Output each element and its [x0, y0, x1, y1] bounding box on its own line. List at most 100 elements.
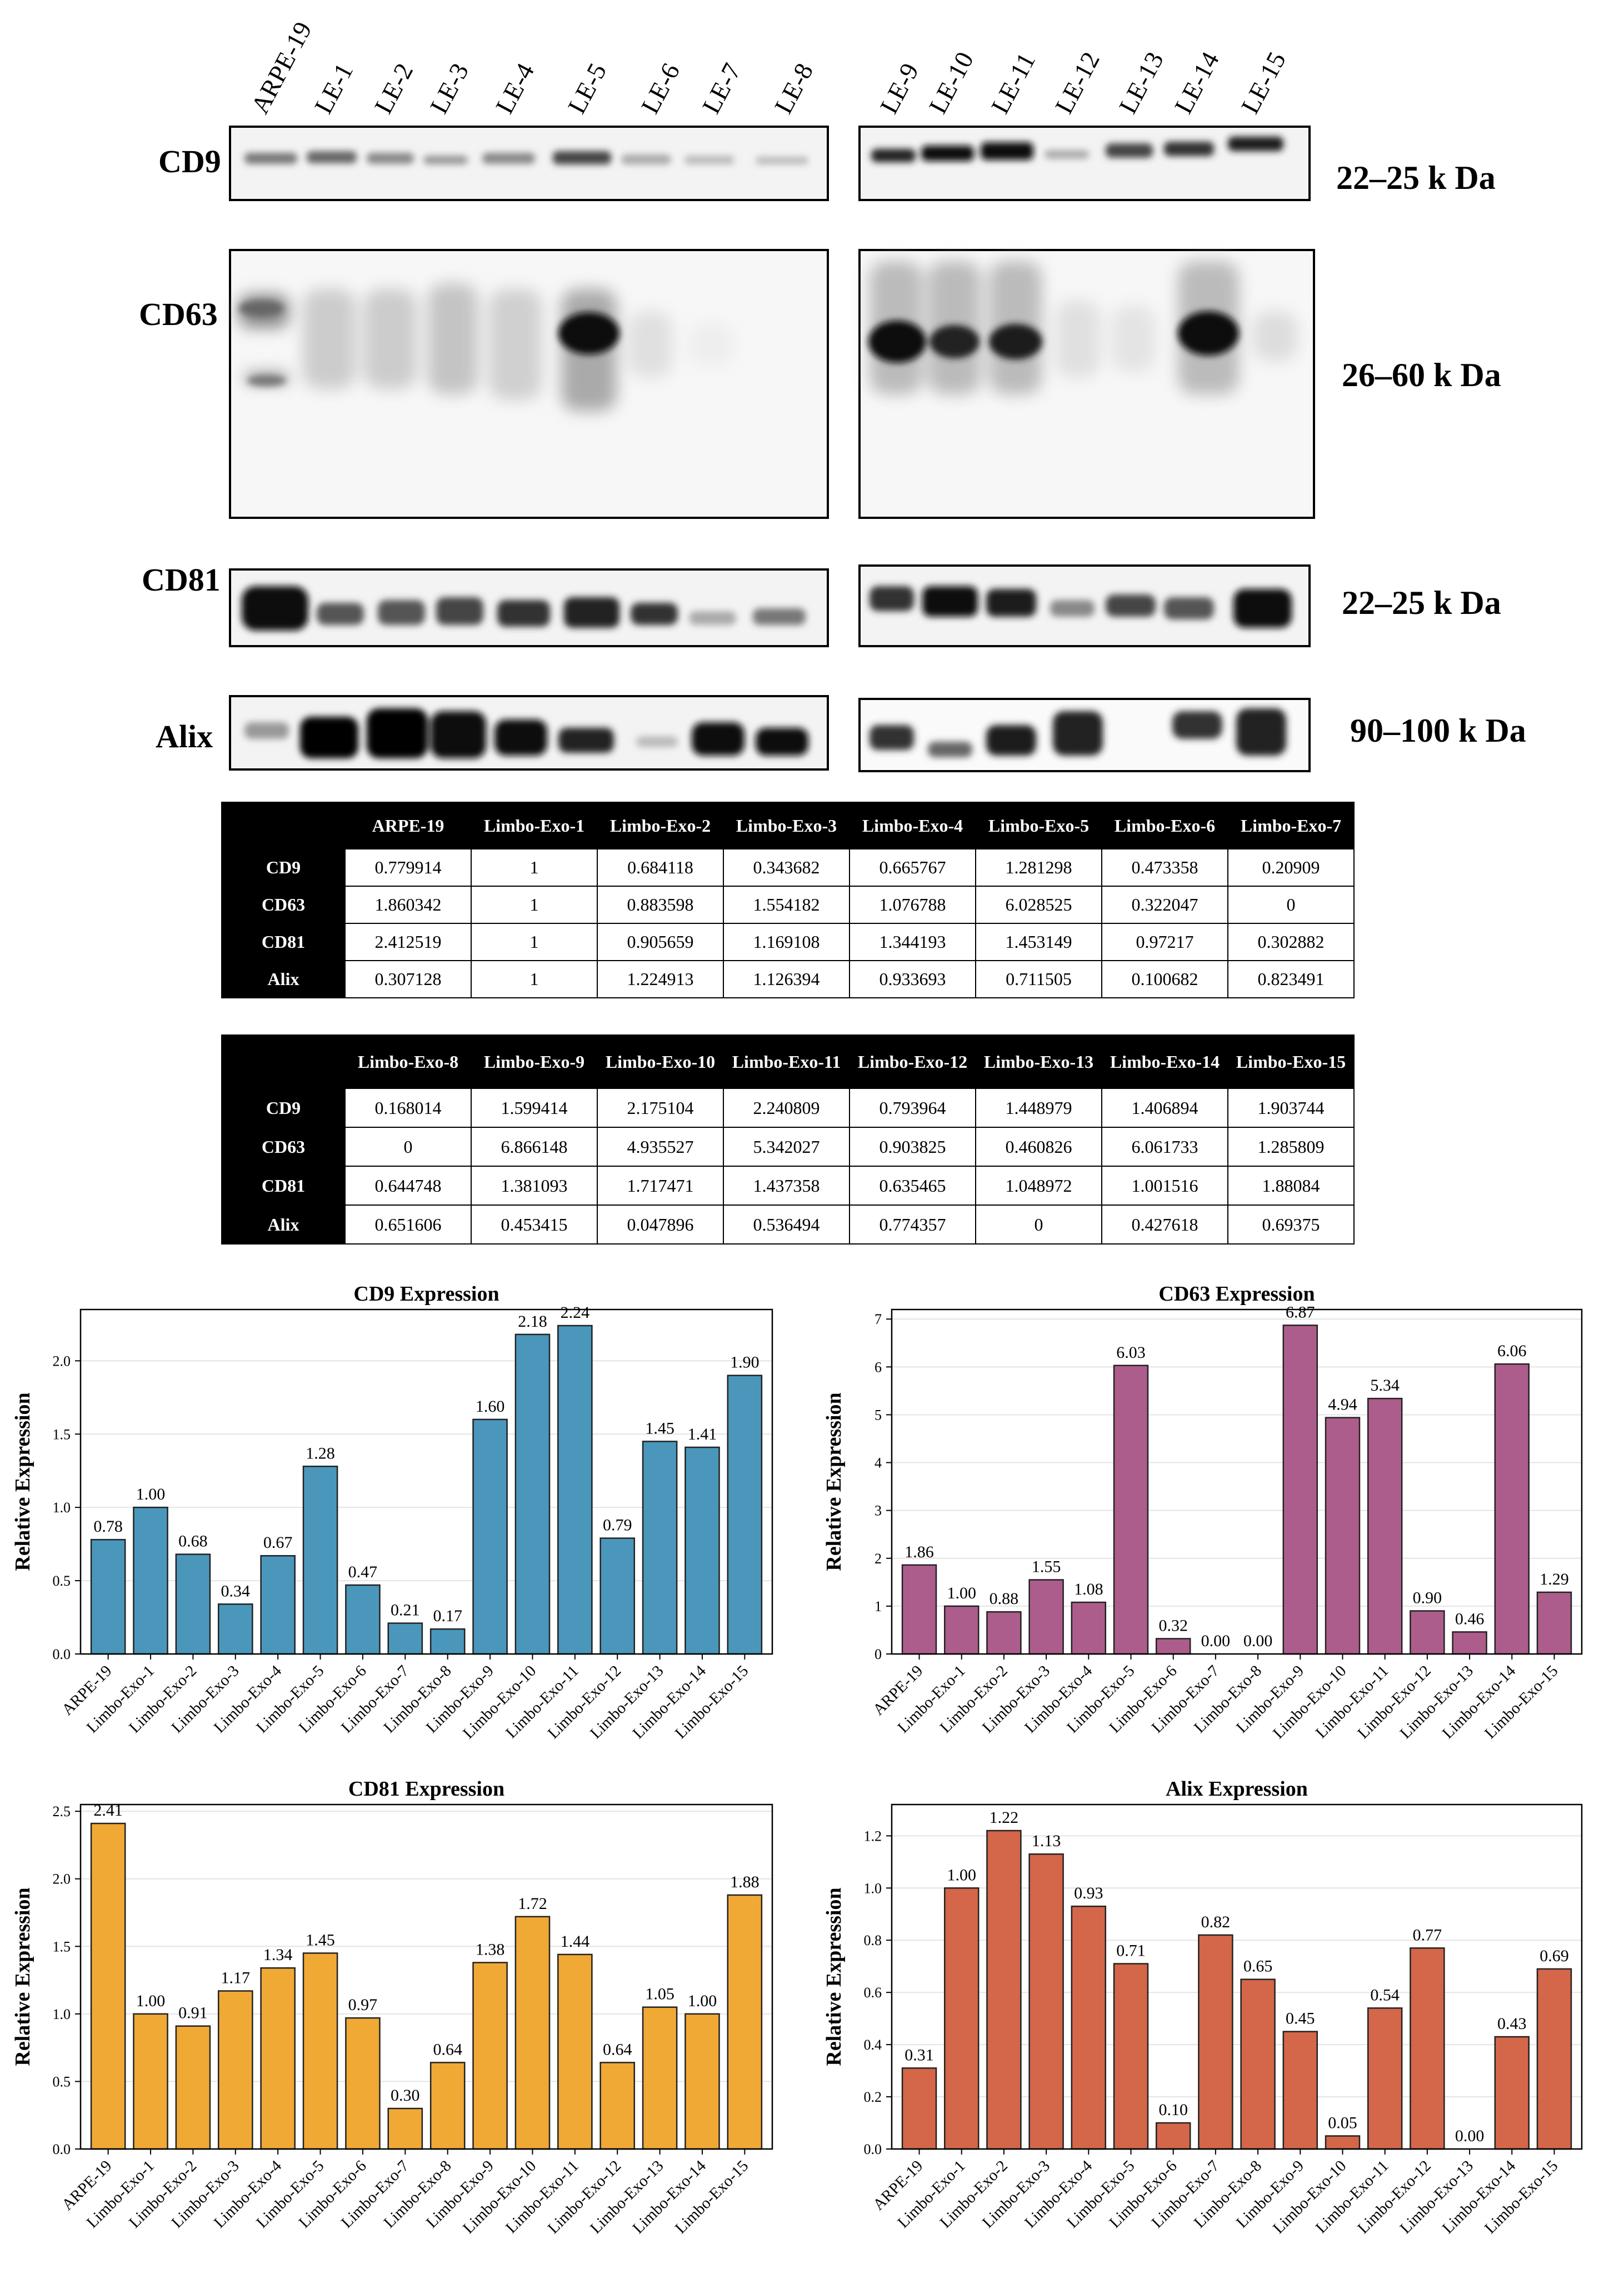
table-cell: 1.437358 — [723, 1166, 850, 1206]
table-cell: 1.88084 — [1227, 1166, 1355, 1206]
blot-cd9 — [229, 126, 1311, 201]
table-header-cell: Limbo-Exo-15 — [1227, 1034, 1355, 1089]
data-label: 1.13 — [1032, 1832, 1061, 1850]
table-row-label: CD81 — [221, 923, 346, 961]
y-tick-label: 1.2 — [864, 1828, 882, 1844]
table-cell: 6.061733 — [1101, 1127, 1228, 1167]
blot-cd63 — [229, 249, 1315, 519]
y-tick-label: 1.0 — [53, 2006, 71, 2022]
bar — [1367, 1397, 1403, 1655]
x-tick-label: Limbo-Exo-13 — [587, 1662, 667, 1742]
data-label: 1.45 — [645, 1419, 674, 1437]
chart-cd9-expression: 0.00.51.01.52.00.78ARPE-191.00Limbo-Exo-… — [11, 1282, 773, 1742]
data-label: 0.69 — [1540, 1947, 1569, 1965]
data-label: 0.64 — [603, 2040, 632, 2058]
table-cell: 5.342027 — [723, 1127, 850, 1167]
table-cell: 0.69375 — [1227, 1205, 1355, 1245]
data-label: 0.88 — [990, 1590, 1019, 1608]
table-cell: 0.779914 — [344, 848, 472, 887]
bar — [1155, 1638, 1191, 1655]
bar — [260, 1967, 296, 2150]
data-label: 0.46 — [1455, 1610, 1485, 1628]
table-cell: 0.100682 — [1101, 960, 1228, 998]
blot-cd81 — [229, 564, 1311, 647]
table-cell: 2.412519 — [344, 923, 472, 961]
table-cell: 1.076788 — [849, 886, 976, 924]
data-label: 1.72 — [518, 1895, 547, 1913]
data-label: 1.90 — [730, 1353, 759, 1372]
table-cell: 1.001516 — [1101, 1166, 1228, 1206]
table-row-label: Alix — [221, 960, 346, 998]
table-cell: 1.344193 — [849, 923, 976, 961]
bar — [1536, 1968, 1572, 2150]
table-cell: 4.935527 — [597, 1127, 724, 1167]
table-header-cell: Limbo-Exo-11 — [723, 1034, 850, 1089]
data-label: 0.47 — [348, 1563, 378, 1581]
y-axis-label: Relative Expression — [822, 1887, 846, 2066]
data-label: 2.18 — [518, 1312, 547, 1331]
data-label: 0.43 — [1497, 2015, 1527, 2033]
data-label: 6.03 — [1116, 1343, 1146, 1362]
data-label: 6.06 — [1497, 1342, 1527, 1360]
data-label: 1.34 — [263, 1946, 293, 1964]
bar — [599, 1537, 636, 1655]
y-tick-label: 0.5 — [53, 1573, 71, 1589]
bar — [557, 1953, 593, 2150]
table-cell: 0.427618 — [1101, 1205, 1228, 1245]
y-tick-label: 4 — [875, 1455, 882, 1471]
table-cell: 1 — [471, 886, 598, 924]
table-row-label: CD63 — [221, 886, 346, 924]
table-row: CD63 0 6.866148 4.935527 5.342027 0.9038… — [221, 1127, 1355, 1167]
bar — [429, 1628, 466, 1655]
data-label: 1.08 — [1074, 1580, 1103, 1598]
x-tick-label: Limbo-Exo-11 — [1312, 2157, 1392, 2237]
table-cell: 1.453149 — [975, 923, 1102, 961]
y-tick-label: 7 — [875, 1311, 882, 1327]
bar — [514, 1916, 551, 2150]
table-cell: 1.554182 — [723, 886, 850, 924]
x-tick-label: Limbo-Exo-14 — [1439, 1662, 1520, 1742]
x-tick-label: Limbo-Exo-14 — [629, 2157, 709, 2237]
table-cell: 1.281298 — [975, 848, 1102, 887]
bar — [133, 2013, 168, 2150]
y-tick-label: 6 — [875, 1359, 882, 1375]
table-header-cell: Limbo-Exo-4 — [849, 802, 976, 849]
y-tick-label: 1.5 — [53, 1938, 71, 1955]
table-header-cell: Limbo-Exo-3 — [723, 802, 850, 849]
quant-table-1: ARPE-19 Limbo-Exo-1 Limbo-Exo-2 Limbo-Ex… — [221, 802, 1355, 998]
data-label: 0.10 — [1158, 2101, 1188, 2119]
bar — [727, 1894, 763, 2150]
data-label: 0.32 — [1158, 1616, 1188, 1635]
table-cell: 0.343682 — [723, 848, 850, 887]
bar — [684, 2013, 720, 2150]
x-tick-label: Limbo-Exo-10 — [1270, 1662, 1350, 1742]
data-label: 0.45 — [1286, 2010, 1315, 2028]
bar — [1325, 1417, 1361, 1655]
data-label: 0.17 — [433, 1607, 462, 1625]
table-cell: 1.717471 — [597, 1166, 724, 1206]
bar — [557, 1325, 593, 1655]
table-header-row: Limbo-Exo-8 Limbo-Exo-9 Limbo-Exo-10 Lim… — [221, 1034, 1355, 1089]
data-label: 0.93 — [1074, 1884, 1103, 1902]
table-row: Alix 0.651606 0.453415 0.047896 0.536494… — [221, 1205, 1355, 1245]
table-cell: 1.381093 — [471, 1166, 598, 1206]
plot-frame — [891, 1803, 1583, 2150]
table-header-cell: Limbo-Exo-7 — [1227, 802, 1355, 849]
data-label: 1.44 — [561, 1932, 590, 1951]
bar — [1113, 1365, 1149, 1655]
data-label: 1.41 — [688, 1425, 717, 1443]
data-label: 0.67 — [263, 1533, 293, 1552]
x-tick-label: Limbo-Exo-11 — [1312, 1662, 1392, 1742]
chart-cd63-expression: 012345671.86ARPE-191.00Limbo-Exo-10.88Li… — [822, 1282, 1583, 1742]
data-label: 1.86 — [905, 1543, 934, 1561]
marker-size-cd81: 22–25 k Da — [1342, 584, 1501, 621]
data-label: 1.60 — [476, 1397, 505, 1416]
table-cell: 1.448979 — [975, 1088, 1102, 1128]
bar — [986, 1611, 1022, 1655]
table-header-cell: Limbo-Exo-1 — [471, 802, 598, 849]
table-cell: 1.285809 — [1227, 1127, 1355, 1167]
table-row: CD9 0.168014 1.599414 2.175104 2.240809 … — [221, 1088, 1355, 1128]
bar — [901, 2067, 937, 2150]
bar — [1494, 2036, 1530, 2150]
table-cell: 1.169108 — [723, 923, 850, 961]
